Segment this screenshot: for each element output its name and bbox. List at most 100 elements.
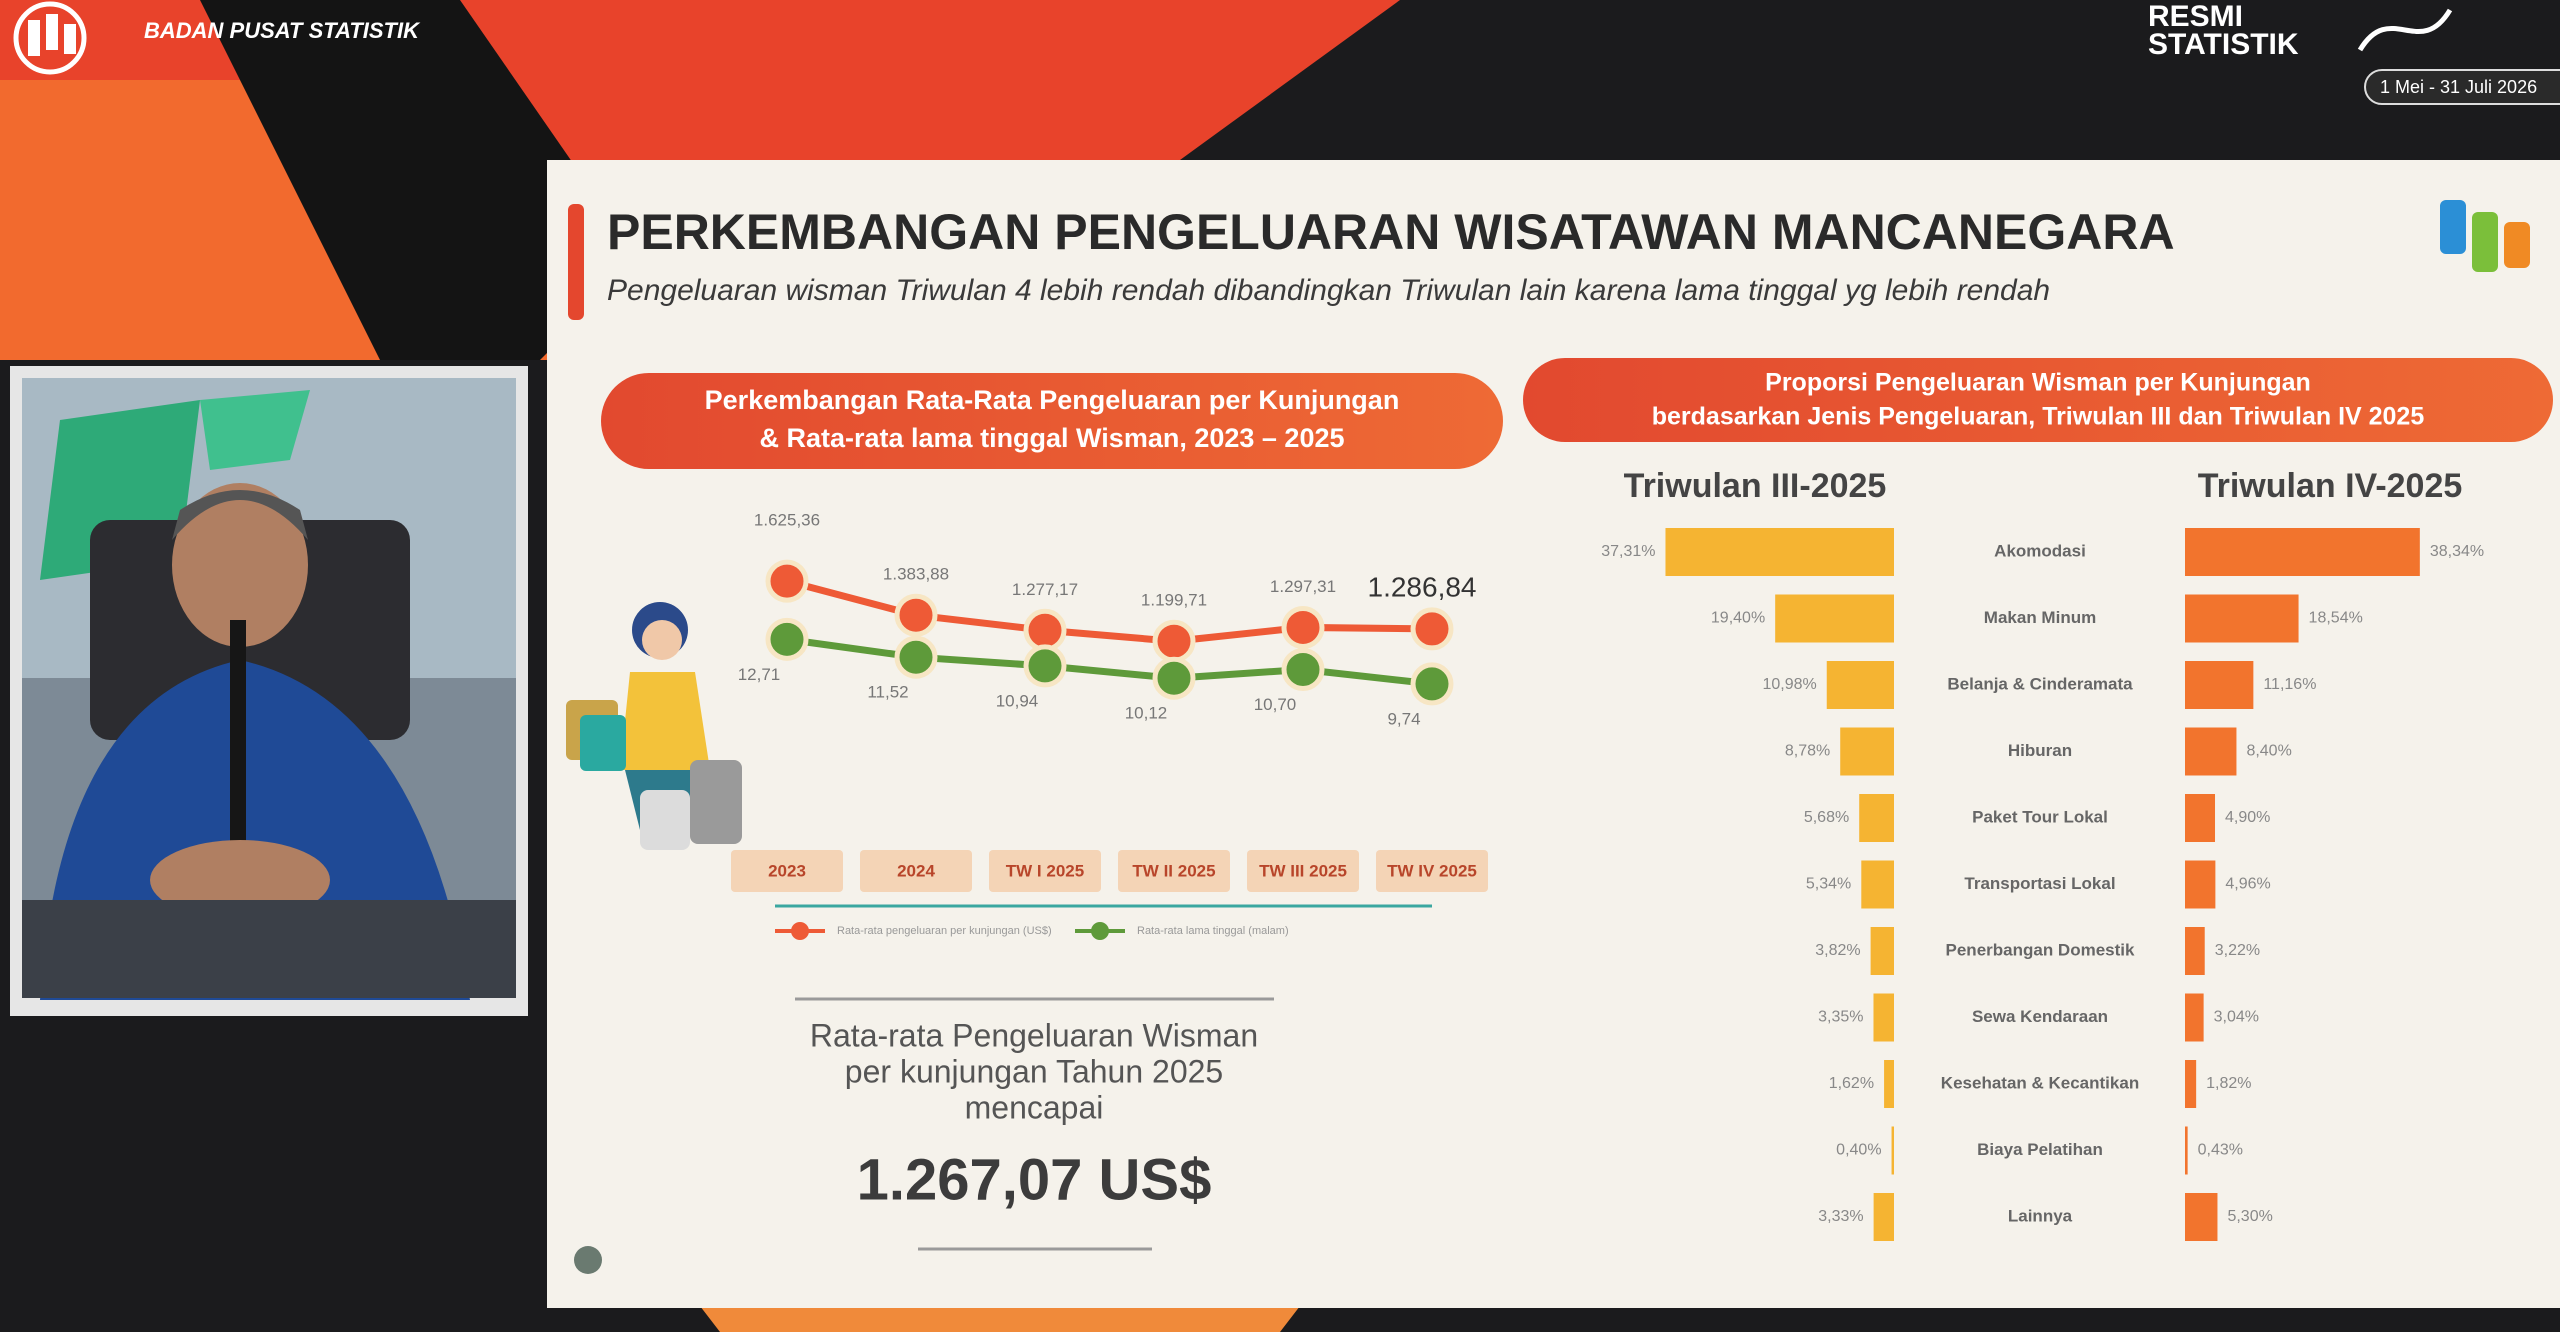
- chart-title: Proporsi Pengeluaran Wisman per Kunjunga…: [1765, 369, 2311, 397]
- data-label: 1.297,31: [1270, 577, 1336, 596]
- bar: [1870, 927, 1894, 975]
- category-box: [731, 850, 843, 892]
- data-label: 1.625,36: [754, 511, 820, 530]
- x-tick-label: TW IV 2025: [1387, 861, 1477, 880]
- category-label: Lainnya: [2008, 1206, 2073, 1225]
- bar: [1859, 794, 1894, 842]
- legend-swatch: [1091, 922, 1109, 940]
- data-label: 5,30%: [2227, 1208, 2272, 1225]
- data-label: 3,82%: [1815, 942, 1860, 959]
- x-tick-label: 2024: [897, 861, 935, 880]
- data-label: 3,33%: [1818, 1208, 1863, 1225]
- data-label: 5,34%: [1806, 876, 1851, 893]
- category-label: Belanja & Cinderamata: [1947, 674, 2133, 693]
- bar: [2185, 1193, 2218, 1241]
- data-point: [1152, 656, 1196, 700]
- slide: [547, 160, 2560, 1308]
- bar: [2185, 727, 2237, 776]
- category-label: Penerbangan Domestik: [1946, 940, 2135, 959]
- data-label: 10,94: [996, 691, 1039, 710]
- category-box: [1247, 850, 1359, 892]
- slide-logo: [2440, 200, 2530, 272]
- data-label: 4,90%: [2225, 809, 2270, 826]
- summary-line: per kunjungan Tahun 2025: [845, 1053, 1223, 1089]
- x-tick-label: TW II 2025: [1132, 861, 1215, 880]
- data-label: 8,78%: [1785, 743, 1830, 760]
- event-logo: [2357, 8, 2453, 52]
- data-label: 10,12: [1125, 704, 1168, 723]
- bar: [2185, 661, 2254, 709]
- data-label: 1.199,71: [1141, 591, 1207, 610]
- data-point: [1023, 608, 1067, 652]
- category-box: [860, 850, 972, 892]
- data-label: 8,40%: [2246, 743, 2291, 760]
- data-label: 9,74: [1387, 709, 1420, 728]
- data-label: 18,54%: [2309, 610, 2363, 627]
- bar: [2185, 927, 2205, 975]
- data-label: 5,68%: [1804, 809, 1849, 826]
- data-label: 11,16%: [2263, 676, 2316, 693]
- decor-shape: [700, 1306, 1300, 1332]
- category-box: [1118, 850, 1230, 892]
- data-label: 10,70: [1254, 695, 1297, 714]
- series-title: Triwulan III-2025: [1624, 467, 1887, 505]
- category-label: Makan Minum: [1984, 608, 2096, 627]
- data-point: [765, 617, 809, 661]
- data-label: 3,04%: [2214, 1009, 2259, 1026]
- bar: [2185, 1126, 2188, 1175]
- summary-line: mencapai: [965, 1089, 1104, 1125]
- category-box: [989, 850, 1101, 892]
- category-label: Akomodasi: [1994, 541, 2086, 560]
- category-label: Paket Tour Lokal: [1972, 807, 2108, 826]
- bar: [1861, 860, 1894, 909]
- data-label: 12,71: [738, 665, 781, 684]
- chart-title-pill: [1523, 358, 2553, 442]
- title-accent: [568, 204, 584, 320]
- data-point: [1410, 662, 1454, 706]
- legend-swatch: [791, 922, 809, 940]
- chart-title-pill: [601, 373, 1503, 469]
- data-label: 4,96%: [2225, 876, 2270, 893]
- data-point: [1152, 619, 1196, 663]
- bar: [1826, 661, 1894, 709]
- category-label: Transportasi Lokal: [1964, 874, 2115, 893]
- date-pill: [2364, 69, 2560, 105]
- category-box: [1376, 850, 1488, 892]
- slide-title: PERKEMBANGAN PENGELUARAN WISATAWAN MANCA…: [607, 204, 2175, 260]
- bar: [1775, 594, 1894, 643]
- decor-shape: [200, 0, 640, 360]
- legend-label: Rata-rata pengeluaran per kunjungan (US$…: [837, 925, 1052, 937]
- series-line: [786, 577, 1433, 645]
- bar: [1873, 993, 1894, 1042]
- org-name: BADAN PUSAT STATISTIK: [144, 18, 421, 43]
- data-label: 3,22%: [2215, 942, 2260, 959]
- data-point: [894, 593, 938, 637]
- data-label: 10,98%: [1762, 676, 1816, 693]
- bar: [2185, 594, 2299, 643]
- bar: [2185, 528, 2420, 576]
- chart-title: Perkembangan Rata-Rata Pengeluaran per K…: [705, 385, 1400, 415]
- category-label: Sewa Kendaraan: [1972, 1007, 2108, 1026]
- x-tick-label: TW III 2025: [1259, 861, 1347, 880]
- bar: [2185, 993, 2204, 1042]
- summary-line: Rata-rata Pengeluaran Wisman: [810, 1017, 1258, 1053]
- data-label: 1,82%: [2206, 1075, 2251, 1092]
- bar: [1840, 727, 1894, 776]
- data-point: [1281, 605, 1325, 649]
- data-label: 11,52: [867, 683, 908, 702]
- bps-logo: [13, 1, 87, 75]
- data-label: 19,40%: [1711, 610, 1765, 627]
- badge-line: RESMI: [2148, 0, 2243, 33]
- bar: [1665, 528, 1894, 576]
- data-label: 37,31%: [1601, 543, 1655, 560]
- category-label: Kesehatan & Kecantikan: [1941, 1073, 2139, 1092]
- category-label: Biaya Pelatihan: [1977, 1140, 2103, 1159]
- bar: [1884, 1060, 1894, 1108]
- data-label: 1.286,84: [1368, 571, 1477, 602]
- chart-title: berdasarkan Jenis Pengeluaran, Triwulan …: [1652, 403, 2425, 431]
- series-title: Triwulan IV-2025: [2198, 467, 2463, 505]
- data-label: 1,62%: [1829, 1075, 1874, 1092]
- badge-line: STATISTIK: [2148, 28, 2299, 61]
- data-label: 38,34%: [2430, 543, 2484, 560]
